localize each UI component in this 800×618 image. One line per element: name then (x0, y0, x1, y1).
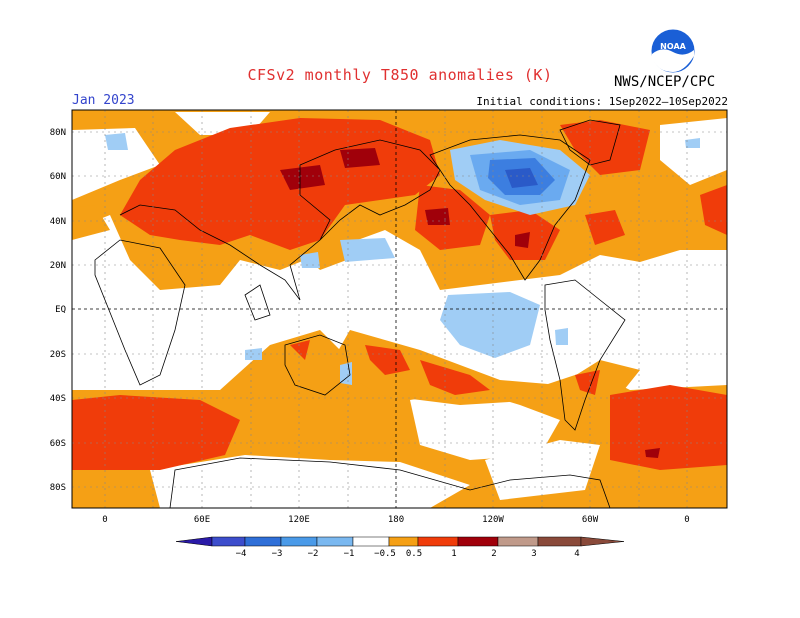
lat-label: 40S (50, 394, 66, 404)
forecast-month: Jan 2023 (72, 93, 135, 108)
colorbar-swatch (457, 536, 499, 547)
colorbar-level-label: −3 (272, 549, 283, 559)
lon-label: 60W (582, 515, 599, 525)
map-title: CFSv2 monthly T850 anomalies (K) (247, 66, 553, 84)
logo-text: NOAA (660, 42, 686, 51)
coastlines (94, 119, 626, 508)
lon-labels: 0 60E 120E 180 120W 60W 0 (102, 515, 689, 525)
neutral-region-greenland-sea (660, 118, 727, 185)
colorbar-swatch (497, 536, 539, 547)
lat-label: 60N (50, 172, 66, 182)
lat-label: EQ (55, 305, 66, 315)
colorbar-swatch (388, 536, 419, 547)
lon-label: 180 (388, 515, 404, 525)
lon-label: 0 (684, 515, 689, 525)
warm-south-pacific-band (330, 330, 640, 405)
neutral-region-south-pacific (410, 390, 560, 460)
australia-coast (284, 334, 351, 396)
colorbar-level-label: 0.5 (406, 549, 422, 559)
colorbar-level-label: 4 (574, 549, 579, 559)
colorbar-swatch (352, 536, 390, 547)
north-america-coast (429, 134, 591, 281)
lat-label: 40N (50, 217, 66, 227)
colorbar-level-label: −1 (344, 549, 355, 559)
south-america-coast (544, 279, 626, 431)
colorbar-swatch (537, 536, 582, 547)
lat-labels: 80N 60N 40N 20N EQ 20S 40S 60S 80S (50, 128, 66, 493)
warm-region-greenland (560, 120, 650, 175)
warm-region-north-pacific (415, 185, 490, 250)
colorbar-swatch (316, 536, 354, 547)
lat-lon-grid (72, 110, 727, 508)
colorbar-level-label: −2 (308, 549, 319, 559)
cool-region-tropical-pacific (440, 292, 540, 358)
antarctica-coast (169, 457, 611, 508)
colorbar-level-label: 1 (451, 549, 456, 559)
greenland-coast (559, 119, 621, 166)
initial-conditions: Initial conditions: 1Sep2022–10Sep2022 (476, 95, 728, 108)
colorbar-level-label: −0.5 (374, 549, 396, 559)
strong-warm-siberia (280, 165, 325, 190)
lon-label: 0 (102, 515, 107, 525)
neutral-region-arctic-atlantic (72, 128, 160, 200)
colorbar: −4 −3 −2 −1 −0.5 0.5 1 2 3 4 (175, 536, 625, 559)
lat-label: 20S (50, 350, 66, 360)
colorbar-swatch (211, 536, 246, 547)
neutral-region-antarctica-east (150, 455, 470, 508)
africa-coast (94, 239, 186, 386)
india-coast (244, 284, 271, 321)
noaa-logo: NOAA (650, 28, 696, 74)
warm-region-south-atlantic (72, 395, 240, 470)
lat-label: 60S (50, 439, 66, 449)
lon-label: 120E (288, 515, 310, 525)
lat-label: 80S (50, 483, 66, 493)
anomaly-field (72, 110, 727, 508)
colorbar-swatch (280, 536, 318, 547)
neutral-region-tropics (72, 215, 727, 395)
lat-label: 80N (50, 128, 66, 138)
warm-region-south-atlantic-west (610, 385, 727, 470)
lat-label: 20N (50, 261, 66, 271)
eurasia-coast (119, 139, 441, 301)
map-frame (71, 109, 728, 509)
lon-label: 120W (482, 515, 504, 525)
colorbar-swatch (417, 536, 459, 547)
colorbar-arrow-low (175, 536, 213, 547)
colorbar-level-label: −4 (236, 549, 247, 559)
agency-label: NWS/NCEP/CPC (614, 74, 716, 90)
colorbar-level-label: 3 (531, 549, 536, 559)
lon-label: 60E (194, 515, 210, 525)
colorbar-level-label: 2 (491, 549, 496, 559)
colorbar-swatch (244, 536, 282, 547)
colorbar-arrow-high (580, 536, 625, 547)
